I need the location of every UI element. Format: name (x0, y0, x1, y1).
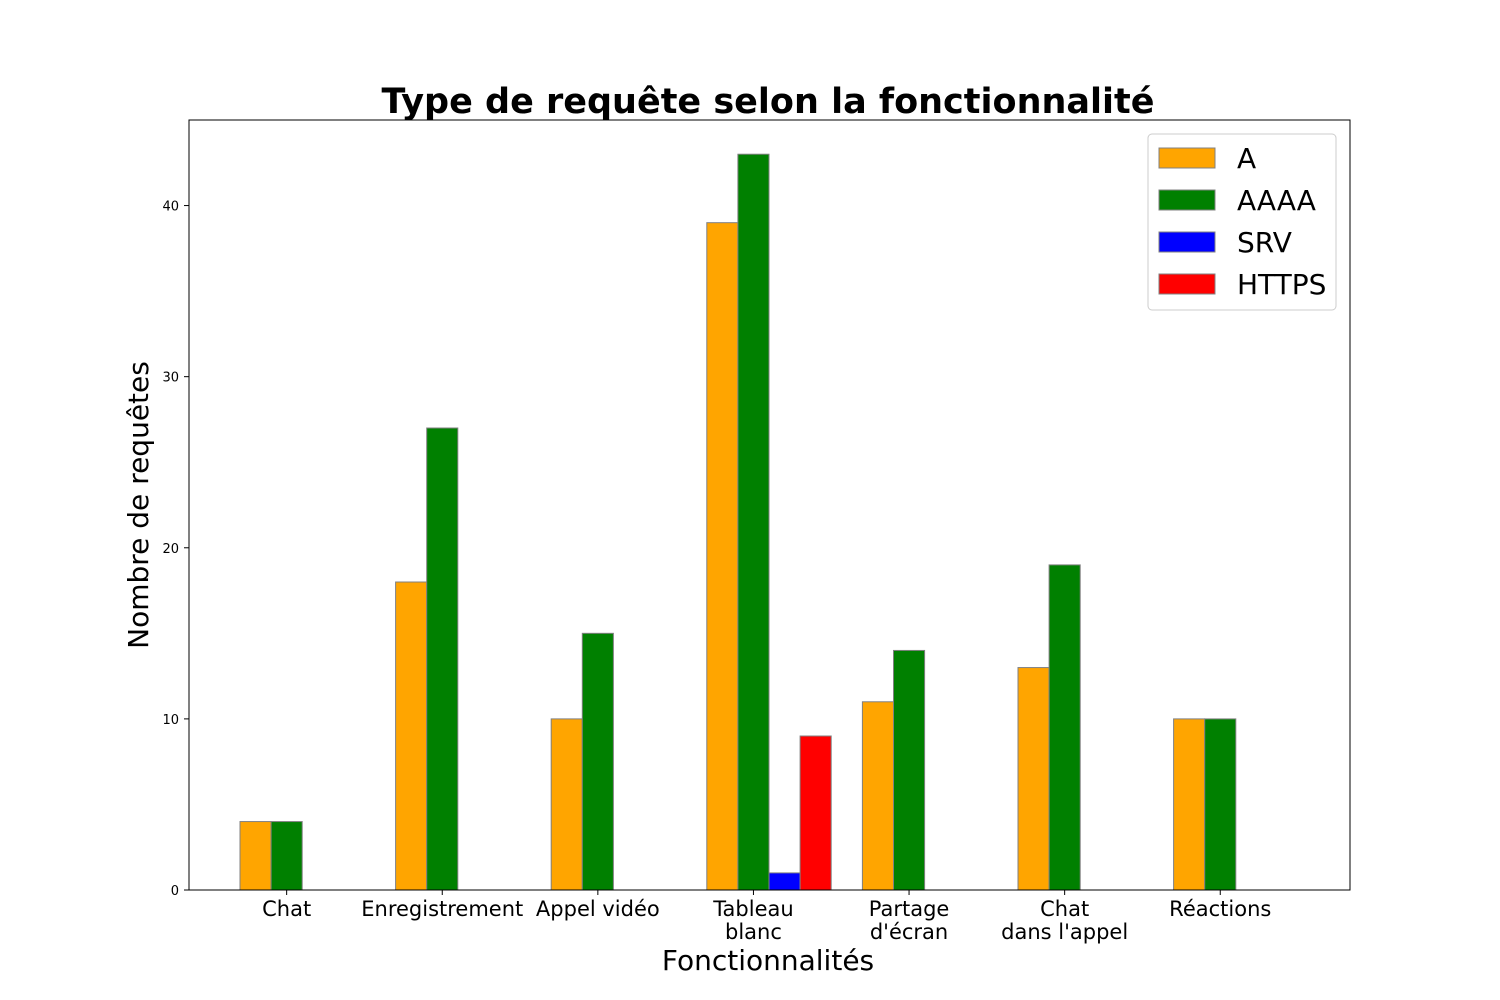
y-tick-label: 40 (162, 200, 179, 215)
bar-aaaa-4 (893, 649, 926, 891)
y-tick-label: 0 (171, 884, 179, 899)
x-tick-label: Chat (262, 897, 311, 921)
bar-a-5 (1017, 667, 1050, 891)
bar-a-6 (1173, 718, 1206, 891)
axes-layer: 0 10 20 30 40 Chat Enregistrement Appel vidéo Ta… (162, 119, 1351, 944)
bar-srv-3 (768, 872, 801, 891)
legend-frame (1147, 133, 1337, 311)
x-tick-label: Tableau (712, 897, 793, 921)
y-tick-label: 10 (162, 713, 179, 728)
legend-swatch-a (1158, 147, 1216, 169)
x-tick-label: Partage (869, 897, 950, 921)
legend-swatch-srv (1158, 231, 1216, 253)
legend-label-https: HTTPS (1237, 268, 1326, 301)
x-tick-label: Appel vidéo (536, 897, 660, 921)
bar-aaaa-3 (737, 153, 770, 891)
x-tick-label: d'écran (870, 920, 948, 944)
y-axis-label: Nombre de requêtes (122, 361, 155, 649)
legend-swatch-https (1158, 273, 1216, 295)
x-tick-label: Réactions (1169, 897, 1271, 921)
y-tick-label: 20 (162, 542, 179, 557)
legend-label-a: A (1237, 142, 1256, 175)
bar-aaaa-0 (270, 821, 303, 891)
legend-label-aaaa: AAAA (1237, 184, 1316, 217)
bar-a-0 (239, 821, 272, 891)
bar-a-2 (550, 718, 583, 891)
x-tick-label: Enregistrement (361, 897, 523, 921)
bar-a-3 (706, 222, 739, 891)
legend-swatch-aaaa (1158, 189, 1216, 211)
x-tick-label: Chat (1040, 897, 1089, 921)
bar-aaaa-6 (1204, 718, 1237, 891)
bar-a-4 (861, 701, 895, 891)
bars-layer (239, 153, 1237, 891)
x-tick-label: dans l'appel (1001, 920, 1128, 944)
y-tick-label: 30 (162, 371, 179, 386)
x-tick-label: blanc (725, 920, 782, 944)
bar-aaaa-2 (581, 632, 614, 891)
x-axis-label: Fonctionnalités (662, 944, 874, 977)
bar-aaaa-5 (1048, 564, 1081, 891)
bar-https-3 (799, 735, 832, 891)
legend-label-srv: SRV (1237, 226, 1292, 259)
bar-aaaa-1 (426, 427, 459, 891)
plot-frame (188, 119, 1351, 891)
chart-title: Type de requête selon la fonctionnalité (382, 82, 1155, 122)
bar-a-1 (395, 581, 428, 891)
